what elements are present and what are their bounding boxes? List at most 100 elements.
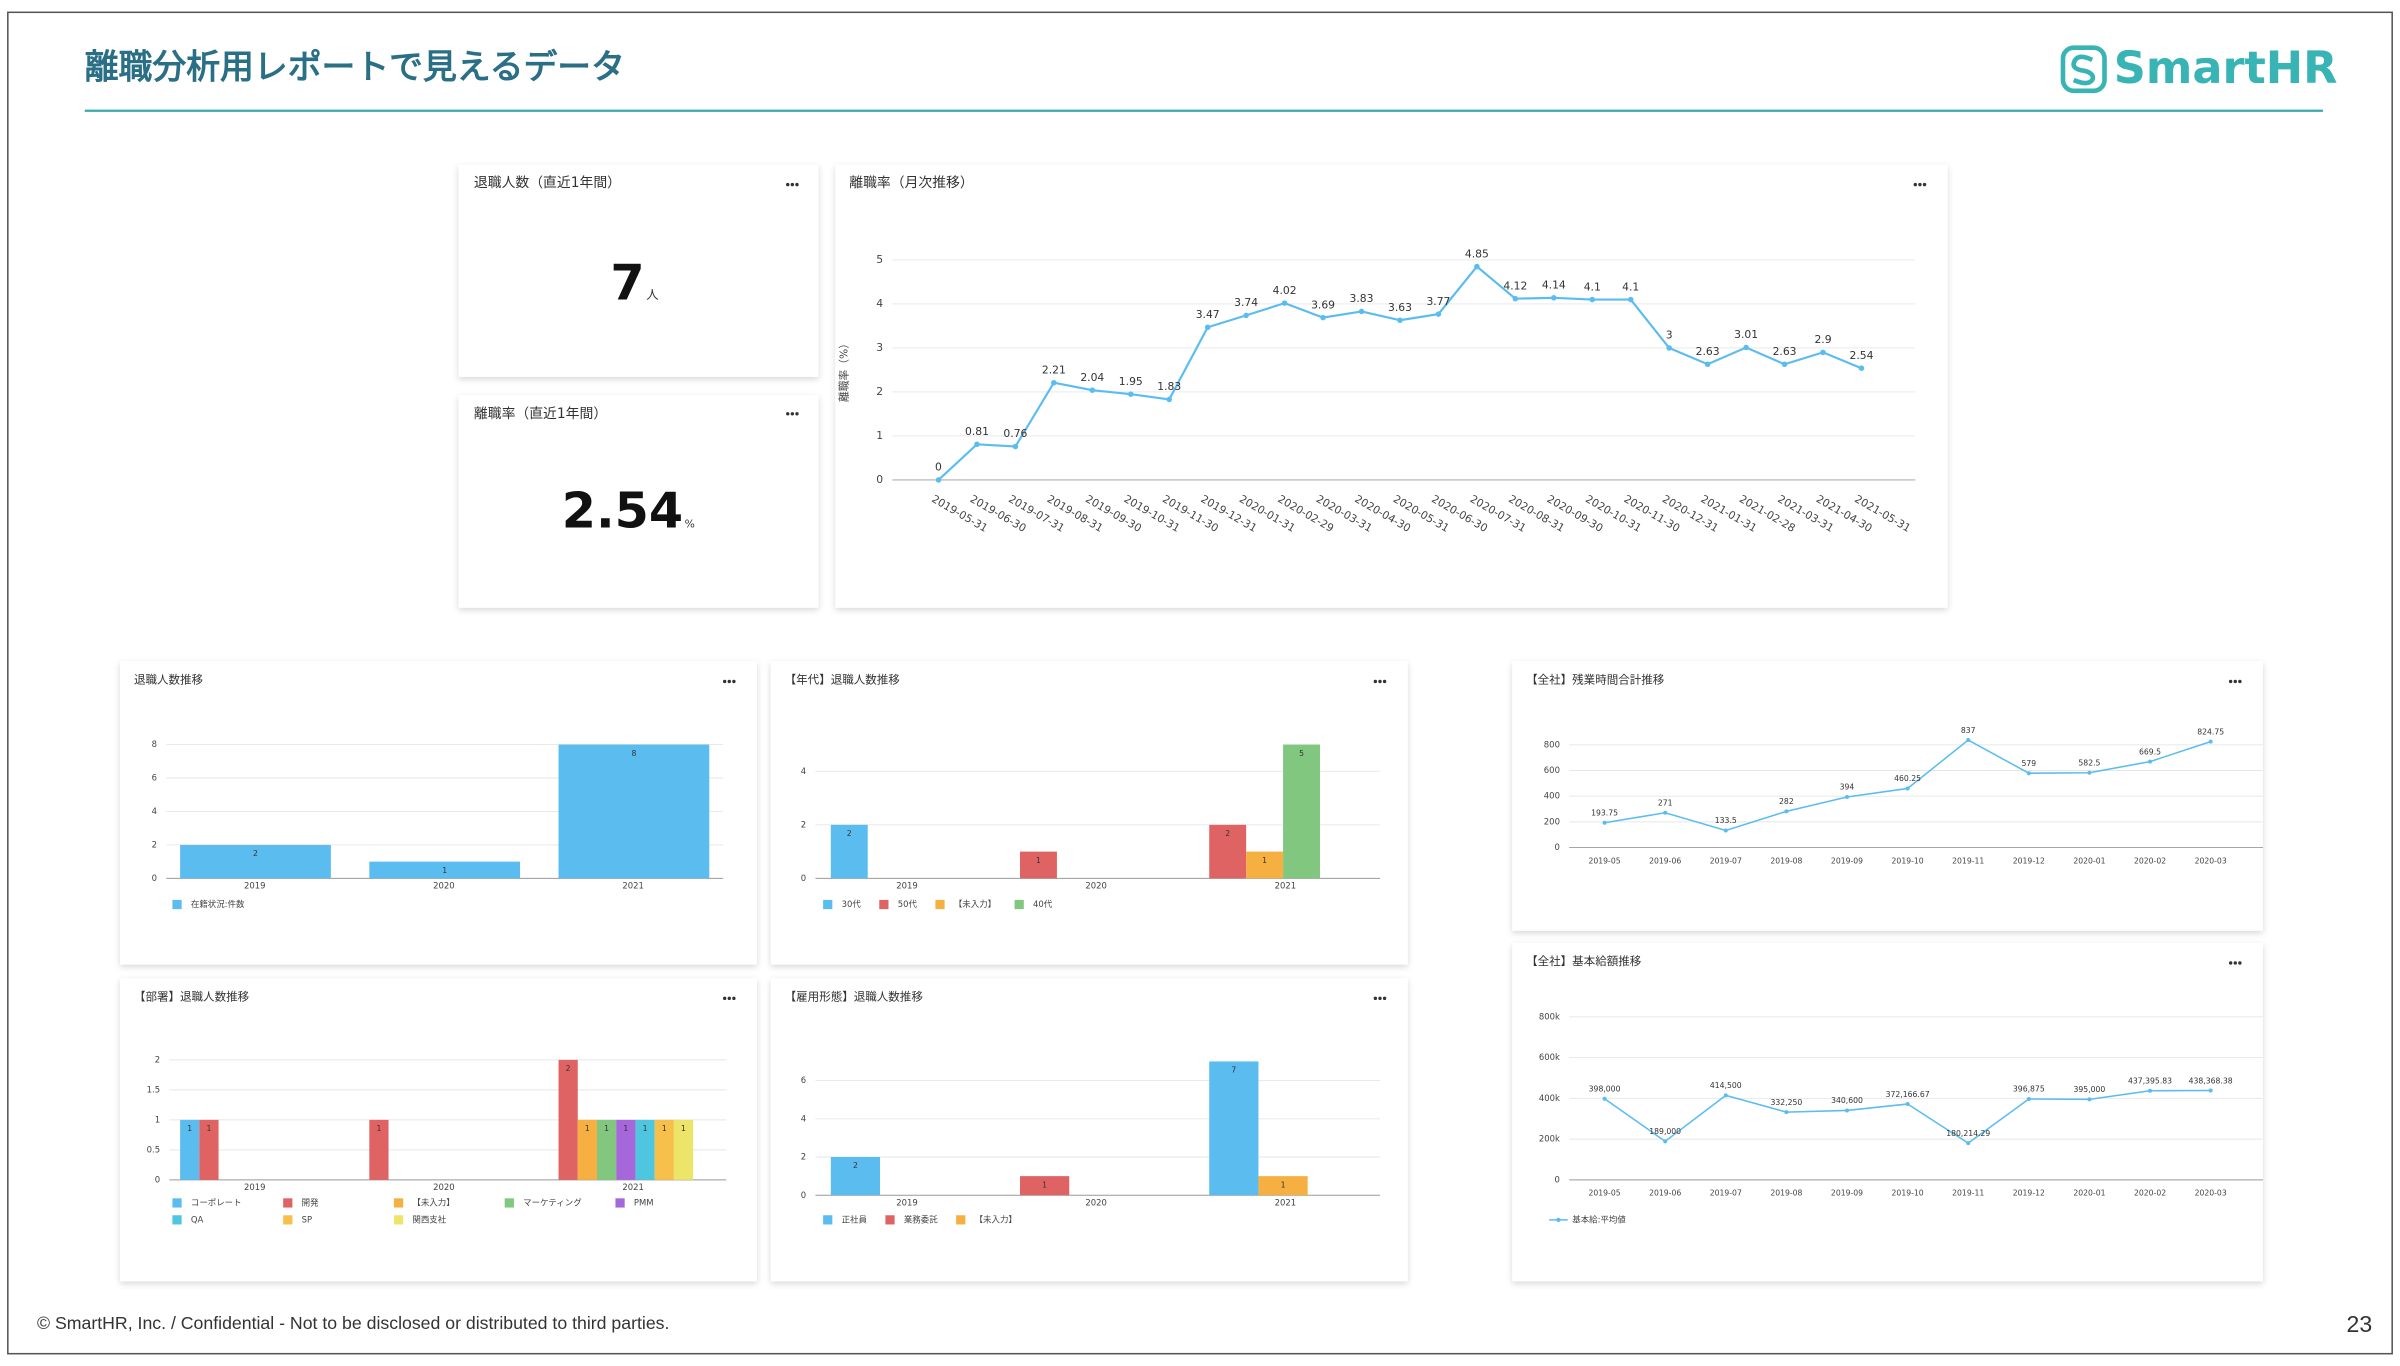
data-point <box>1845 1108 1850 1113</box>
data-point <box>1012 443 1019 450</box>
x-tick-label: 2019-10 <box>1892 1189 1924 1198</box>
menu-dot <box>722 996 727 1001</box>
menu-dot <box>2228 961 2233 965</box>
legend-swatch <box>823 1215 833 1225</box>
data-label: 4.12 <box>1503 279 1527 292</box>
data-point <box>2208 1088 2213 1093</box>
data-label: 4.02 <box>1273 284 1297 297</box>
menu-dot <box>795 412 799 416</box>
data-label: 2.21 <box>1042 363 1066 376</box>
data-label: 438,368.38 <box>2189 1076 2233 1085</box>
legend-swatch <box>935 899 945 910</box>
legend-swatch <box>885 1215 895 1225</box>
data-label: 460.25 <box>1894 774 1921 783</box>
x-tick-label: 2020-03 <box>2195 1189 2227 1198</box>
x-tick-label: 2020-03 <box>2195 856 2227 865</box>
menu-dot <box>2228 679 2233 684</box>
y-tick-label: 6 <box>801 1075 806 1085</box>
menu-dot <box>786 182 790 187</box>
menu-dot <box>1378 679 1382 684</box>
data-label: 414,500 <box>1710 1081 1742 1090</box>
data-label: 1 <box>1042 1180 1047 1189</box>
data-point <box>1663 810 1668 815</box>
legend-label: 基本給:平均値 <box>1572 1214 1626 1224</box>
y-tick-label: 2 <box>801 819 806 829</box>
x-tick-label: 2019-12 <box>2013 1189 2045 1198</box>
data-label: 669.5 <box>2139 747 2161 756</box>
bar <box>369 1119 389 1180</box>
menu-dot <box>722 679 727 684</box>
data-label: 394 <box>1840 783 1855 792</box>
menu-dot <box>1373 679 1378 684</box>
bar <box>616 1119 636 1180</box>
data-point <box>1820 349 1826 356</box>
data-label: 3.74 <box>1234 296 1258 309</box>
bar <box>654 1119 674 1180</box>
y-tick-label: 2 <box>876 385 883 398</box>
menu-dot <box>786 412 790 416</box>
menu-dot <box>1378 996 1382 1001</box>
data-point <box>1723 1093 1728 1098</box>
y-tick-label: 600 <box>1544 765 1560 775</box>
menu-dot <box>2233 961 2237 965</box>
y-tick-label: 600k <box>1539 1052 1560 1062</box>
data-point <box>1435 311 1442 317</box>
card-value: 2.54 <box>562 481 683 539</box>
data-label: 2.54 <box>1849 349 1873 362</box>
data-label: 271 <box>1658 799 1673 808</box>
data-label: 193.75 <box>1591 808 1618 817</box>
y-tick-label: 4 <box>801 1113 806 1123</box>
data-label: 4.14 <box>1542 279 1566 292</box>
data-point <box>1845 794 1850 799</box>
y-tick-label: 1 <box>155 1114 160 1124</box>
bar <box>596 1119 617 1180</box>
chart-title: 【全社】残業時間合計推移 <box>1526 672 1665 686</box>
data-label: 2 <box>566 1064 571 1073</box>
data-point <box>2026 771 2031 776</box>
data-point <box>1051 379 1057 386</box>
bar <box>830 824 868 879</box>
y-tick-label: 0 <box>152 873 157 883</box>
menu-dot <box>1922 182 1927 187</box>
data-label: 1.95 <box>1119 375 1143 388</box>
data-label: 395,000 <box>2074 1085 2106 1094</box>
y-tick-label: 1 <box>876 429 883 442</box>
data-label: 1 <box>681 1124 686 1133</box>
data-label: 3.01 <box>1734 328 1758 341</box>
data-label: 1 <box>376 1124 381 1133</box>
y-tick-label: 400 <box>1544 791 1560 801</box>
data-point <box>1243 312 1249 319</box>
data-point <box>1704 361 1711 368</box>
menu-dot <box>1382 996 1387 1001</box>
y-tick-label: 0 <box>1555 842 1560 852</box>
data-label: 1 <box>1281 1180 1286 1189</box>
y-tick-label: 0 <box>801 1190 806 1200</box>
x-tick-label: 2019 <box>896 1197 918 1207</box>
data-point <box>1397 317 1403 324</box>
legend-swatch <box>393 1215 404 1225</box>
data-label: 1 <box>643 1124 648 1133</box>
data-point <box>1723 828 1728 833</box>
bar <box>577 1119 597 1180</box>
chart-title: 【全社】基本給額推移 <box>1526 954 1642 968</box>
bar <box>558 1059 578 1180</box>
chart-title: 【部署】退職人数推移 <box>134 989 250 1003</box>
x-tick-label: 2019 <box>244 881 266 891</box>
menu-dot <box>732 996 736 1001</box>
x-tick-label: 2019-07 <box>1710 1189 1742 1198</box>
bar <box>673 1119 694 1180</box>
y-tick-label: 4 <box>152 806 157 816</box>
card-value: 7 <box>610 254 644 312</box>
legend-label: コーポレート <box>191 1197 242 1207</box>
data-label: 1 <box>623 1124 628 1133</box>
data-label: 582.5 <box>2078 759 2100 768</box>
bar <box>1246 851 1284 879</box>
legend-swatch <box>823 899 833 910</box>
data-label: 1 <box>585 1124 590 1133</box>
menu-dot <box>2233 679 2237 684</box>
data-label: 3.83 <box>1350 292 1374 305</box>
logo-icon <box>2060 45 2107 94</box>
x-tick-label: 2019-07 <box>1710 856 1742 865</box>
data-label: 837 <box>1961 726 1976 735</box>
data-label: 2 <box>253 849 258 858</box>
